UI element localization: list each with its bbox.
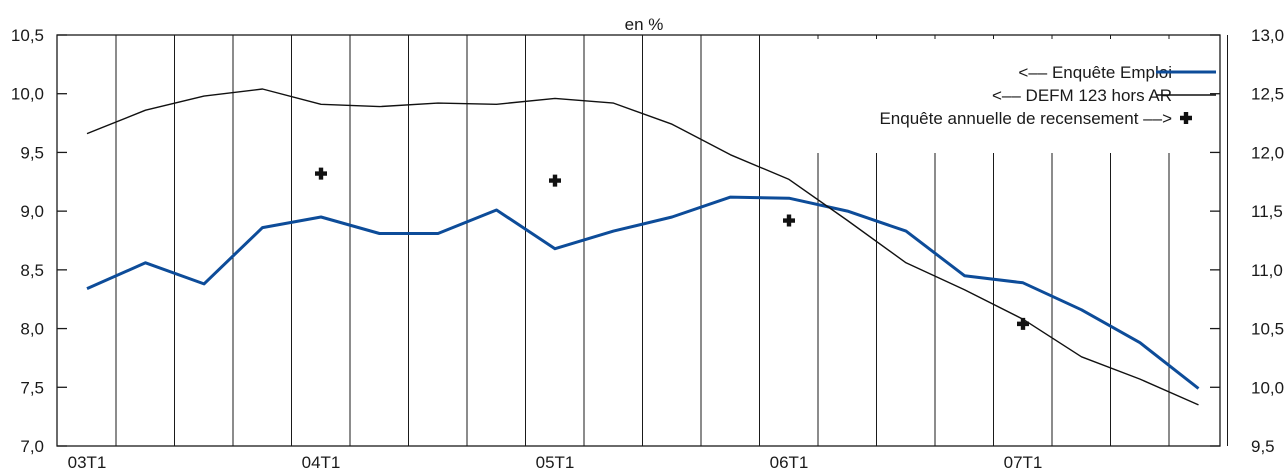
right-tick-label-2: 10,5 [1251, 320, 1284, 339]
grid [115, 35, 1228, 446]
left-tick-label-4: 9,0 [20, 202, 44, 221]
right-tick-label-4: 11,5 [1251, 202, 1283, 221]
legend: <–– Enquête Emploi <–– DEFM 123 hors AR En… [879, 63, 1216, 128]
x-tick-label-4: 07T1 [1004, 453, 1043, 472]
left-tick-label-2: 8,0 [20, 320, 44, 339]
census-marker-3 [1017, 317, 1029, 330]
left-tick-label-5: 9,5 [20, 143, 44, 162]
legend-label-0: <–– Enquête Emploi [1018, 63, 1172, 82]
right-tick-label-7: 13,0 [1251, 26, 1284, 45]
axes: 7,0 7,5 8,0 8,5 9,0 9,5 10,0 10,5 9,5 10,0 10,5 11,… [11, 26, 1284, 472]
legend-label-1: <–– DEFM 123 hors AR [992, 86, 1172, 105]
right-tick-label-6: 12,5 [1251, 85, 1284, 104]
x-tick-label-2: 05T1 [536, 453, 575, 472]
left-tick-label-7: 10,5 [11, 26, 44, 45]
left-tick-label-3: 8,5 [20, 261, 44, 280]
left-tick-label-0: 7,0 [20, 437, 44, 456]
series-line-1 [86, 88, 1199, 406]
chart-title: en % [625, 15, 664, 34]
left-tick-label-6: 10,0 [11, 85, 44, 104]
right-tick-label-3: 11,0 [1251, 261, 1283, 280]
census-marker-1 [549, 174, 561, 187]
legend-swatch-2 [1180, 112, 1192, 124]
census-marker-2 [783, 214, 795, 227]
left-tick-label-1: 7,5 [20, 378, 44, 397]
right-tick-label-1: 10,0 [1251, 378, 1284, 397]
plot-frame [56, 34, 1221, 447]
legend-box [763, 39, 1220, 153]
series-line-0 [86, 195, 1200, 390]
legend-label-2: Enquête annuelle de recensement ––> [879, 109, 1172, 128]
right-tick-label-5: 12,0 [1251, 143, 1284, 162]
x-tick-label-1: 04T1 [302, 453, 341, 472]
series-layer [86, 88, 1200, 406]
census-marker-0 [315, 167, 327, 180]
x-tick-label-0: 03T1 [68, 453, 107, 472]
right-tick-label-0: 9,5 [1251, 437, 1275, 456]
x-tick-label-3: 06T1 [770, 453, 809, 472]
